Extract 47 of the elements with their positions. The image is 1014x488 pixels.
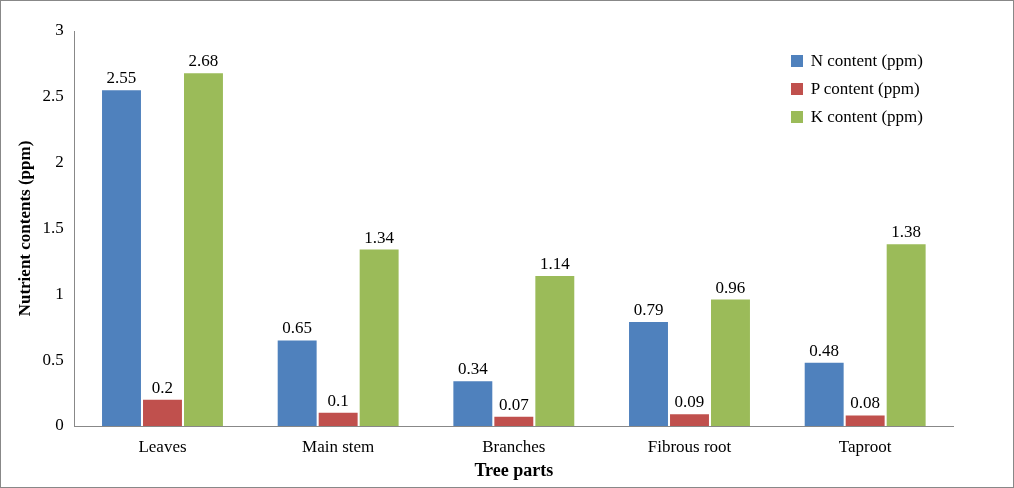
bar bbox=[277, 340, 317, 426]
y-tick-label: 1 bbox=[55, 283, 64, 303]
x-axis-title: Tree parts bbox=[474, 459, 554, 480]
legend-label: P content (ppm) bbox=[810, 79, 920, 99]
bar bbox=[711, 299, 750, 426]
bar bbox=[494, 416, 534, 426]
bar bbox=[453, 381, 493, 426]
data-label: 0.09 bbox=[674, 392, 705, 412]
data-label: 1.14 bbox=[539, 253, 571, 273]
bar bbox=[629, 321, 668, 426]
data-label: 0.07 bbox=[498, 394, 530, 414]
data-label: 2.68 bbox=[188, 51, 219, 71]
y-tick-label: 1.5 bbox=[42, 217, 64, 237]
legend-label: K content (ppm) bbox=[810, 107, 923, 127]
x-tick-label: Leaves bbox=[138, 436, 187, 456]
data-label: 0.48 bbox=[809, 340, 840, 360]
bar bbox=[535, 275, 575, 426]
data-label: 1.34 bbox=[364, 227, 395, 247]
x-tick-label: Branches bbox=[482, 436, 546, 456]
data-label: 0.08 bbox=[850, 393, 881, 413]
y-tick-label: 0.5 bbox=[42, 349, 64, 369]
data-label: 0.79 bbox=[633, 299, 664, 319]
x-tick-label: Taproot bbox=[838, 436, 892, 456]
bar bbox=[359, 249, 399, 426]
data-label: 2.55 bbox=[106, 68, 137, 88]
bar bbox=[102, 90, 141, 426]
legend-label: N content (ppm) bbox=[810, 51, 923, 71]
data-label: 0.34 bbox=[457, 359, 489, 379]
data-label: 0.65 bbox=[282, 318, 313, 338]
data-label: 0.1 bbox=[327, 390, 349, 410]
y-axis-title: Nutrient contents (ppm) bbox=[14, 140, 34, 317]
bar bbox=[184, 73, 223, 426]
bar bbox=[845, 415, 885, 426]
bar bbox=[318, 412, 358, 426]
x-tick-label: Main stem bbox=[302, 436, 375, 456]
y-tick-label: 3 bbox=[55, 20, 64, 40]
y-tick-label: 2.5 bbox=[42, 86, 64, 106]
bar bbox=[886, 244, 926, 426]
bar bbox=[804, 362, 844, 426]
bar bbox=[670, 414, 709, 426]
data-label: 0.96 bbox=[715, 277, 746, 297]
data-label: 0.2 bbox=[151, 377, 174, 397]
x-tick-label: Fibrous root bbox=[647, 436, 732, 456]
bar bbox=[143, 399, 182, 426]
data-label: 1.38 bbox=[891, 222, 922, 242]
y-tick-label: 0 bbox=[55, 415, 64, 435]
y-tick-label: 2 bbox=[55, 152, 64, 172]
